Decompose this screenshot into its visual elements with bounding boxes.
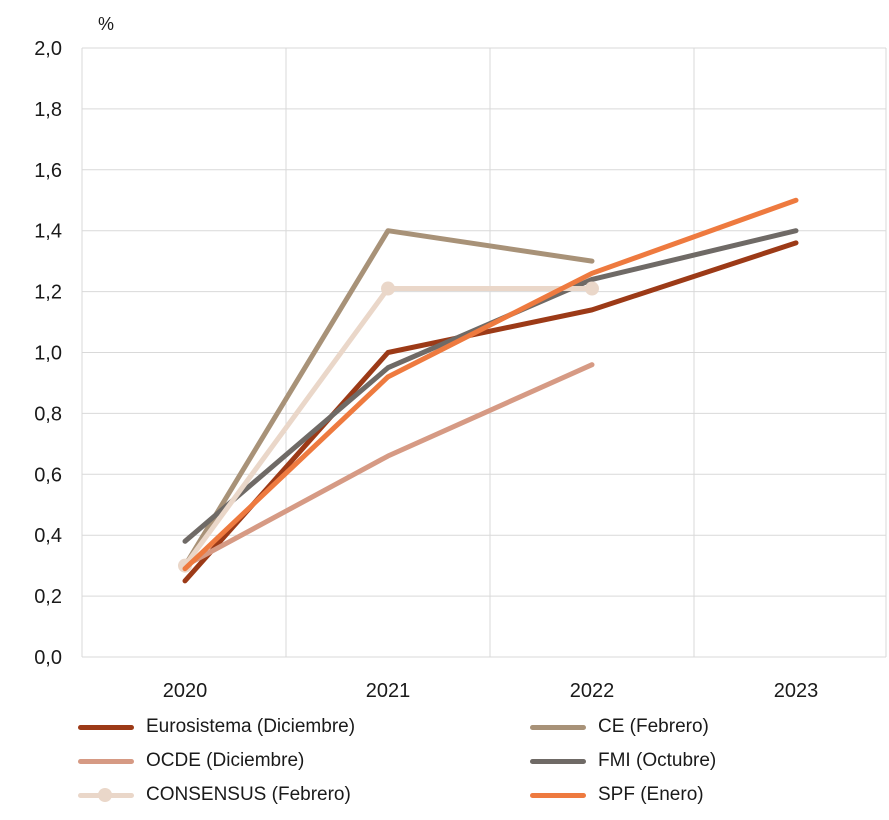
x-tick-label: 2023	[774, 680, 819, 702]
y-tick-label: 1,6	[34, 160, 62, 182]
series-line-1	[182, 228, 595, 569]
y-tick-label: 1,4	[34, 221, 62, 243]
legend-label: CE (Febrero)	[598, 716, 709, 737]
legend-item: CE (Febrero)	[530, 712, 709, 742]
legend-label: Eurosistema (Diciembre)	[146, 716, 356, 737]
series-line-5	[182, 197, 799, 572]
legend-swatch	[530, 792, 586, 798]
y-tick-label: 0,6	[34, 464, 62, 486]
y-unit-label: %	[98, 14, 114, 34]
legend-marker	[98, 787, 112, 802]
legend-swatch	[530, 724, 586, 730]
legend-swatch	[78, 724, 134, 730]
series-marker-4	[585, 281, 599, 296]
legend-item: CONSENSUS (Febrero)	[78, 780, 351, 810]
legend-item: OCDE (Diciembre)	[78, 746, 304, 776]
x-tick-label: 2020	[163, 680, 208, 702]
y-tick-label: 1,0	[34, 343, 62, 365]
series-line-2	[182, 362, 595, 569]
x-tick-label: 2022	[570, 680, 615, 702]
legend-label: FMI (Octubre)	[598, 750, 717, 771]
y-tick-label: 0,4	[34, 525, 62, 547]
y-tick-label: 1,2	[34, 282, 62, 304]
series-line-0	[182, 240, 799, 584]
legend-label: CONSENSUS (Febrero)	[146, 784, 351, 805]
legend-label: OCDE (Diciembre)	[146, 750, 305, 771]
legend-swatch	[78, 787, 134, 802]
legend-swatch	[530, 758, 586, 764]
y-tick-label: 0,2	[34, 586, 62, 608]
y-tick-label: 0,8	[34, 403, 62, 425]
y-tick-label: 0,0	[34, 647, 62, 669]
legend-label: SPF (Enero)	[598, 784, 704, 805]
y-tick-label: 2,0	[34, 38, 62, 60]
series-marker-4	[381, 281, 395, 296]
legend-item: SPF (Enero)	[530, 780, 704, 810]
series-line-4	[182, 286, 595, 569]
legend-swatch	[78, 758, 134, 764]
x-tick-label: 2021	[366, 680, 411, 702]
y-tick-label: 1,8	[34, 99, 62, 121]
legend-item: FMI (Octubre)	[530, 746, 716, 776]
line-chart: 0,0 0,2 0,4 0,6 0,8 1,0 1,2 1,4 1,6 1,8 2,0% 2020 20…	[34, 14, 887, 702]
legend-item: Eurosistema (Diciembre)	[78, 712, 355, 742]
